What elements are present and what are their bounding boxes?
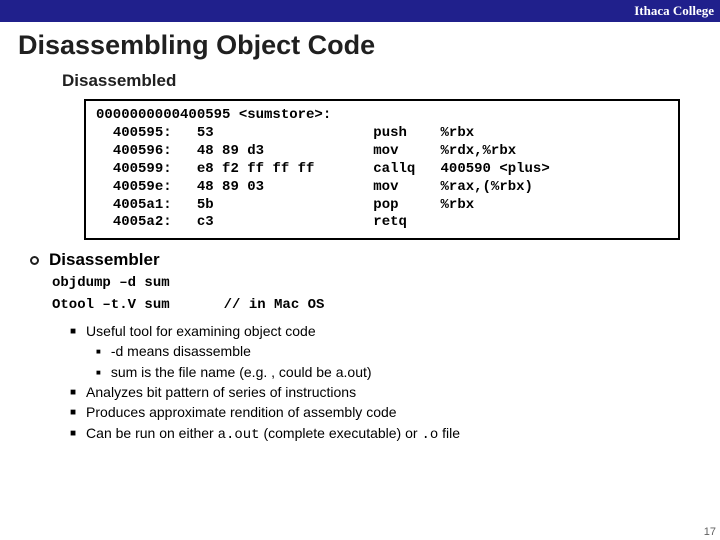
bullet-text: -d means disassemble bbox=[111, 341, 251, 361]
cmd-comment: // in Mac OS bbox=[224, 297, 325, 313]
bullet-item: ■ Useful tool for examining object code bbox=[70, 321, 720, 341]
code-args: %rbx bbox=[441, 197, 475, 213]
page-title: Disassembling Object Code bbox=[0, 22, 720, 67]
code-addr: 4005a2: bbox=[113, 214, 172, 230]
code-bytes: c3 bbox=[197, 214, 214, 230]
bullet-text: sum is the file name (e.g. , could be a.… bbox=[111, 362, 372, 382]
disassembler-section: Disassembler bbox=[0, 240, 720, 270]
cmd-otool: Otool –t.V sum bbox=[52, 297, 170, 313]
code-op: push bbox=[373, 125, 407, 141]
bullet-text-part: (complete executable) or bbox=[260, 425, 422, 441]
bullet-item: ■ Analyzes bit pattern of series of inst… bbox=[70, 382, 720, 402]
inline-code: a.out bbox=[218, 427, 260, 443]
code-args: %rdx,%rbx bbox=[441, 143, 517, 159]
code-op: mov bbox=[373, 179, 398, 195]
code-bytes: 53 bbox=[197, 125, 214, 141]
bullet-text-part: file bbox=[438, 425, 460, 441]
code-bytes: 48 89 d3 bbox=[197, 143, 264, 159]
disassembler-label: Disassembler bbox=[49, 250, 160, 270]
disassembly-code-box: 0000000000400595 <sumstore>: 400595: 53 … bbox=[84, 99, 680, 240]
bullet-text-part: Can be run on either bbox=[86, 425, 218, 441]
code-line-header: 0000000000400595 <sumstore>: bbox=[96, 107, 331, 123]
bullet-item: ■ Can be run on either a.out (complete e… bbox=[70, 423, 720, 445]
code-addr: 4005a1: bbox=[113, 197, 172, 213]
bullet-text: Useful tool for examining object code bbox=[86, 321, 316, 341]
header-bar: Ithaca College bbox=[0, 0, 720, 22]
code-addr: 40059e: bbox=[113, 179, 172, 195]
code-addr: 400599: bbox=[113, 161, 172, 177]
subtitle: Disassembled bbox=[0, 67, 720, 99]
page-number: 17 bbox=[704, 526, 716, 538]
code-op: callq bbox=[373, 161, 415, 177]
square-bullet-icon: ■ bbox=[70, 402, 76, 422]
square-bullet-icon: ■ bbox=[96, 362, 101, 382]
cmd-objdump: objdump –d sum bbox=[52, 274, 720, 293]
square-bullet-icon: ■ bbox=[70, 423, 76, 445]
bullet-list: ■ Useful tool for examining object code … bbox=[0, 315, 720, 445]
code-op: mov bbox=[373, 143, 398, 159]
code-args: 400590 <plus> bbox=[441, 161, 550, 177]
code-addr: 400596: bbox=[113, 143, 172, 159]
code-bytes: 48 89 03 bbox=[197, 179, 264, 195]
code-bytes: e8 f2 ff ff ff bbox=[197, 161, 315, 177]
code-op: pop bbox=[373, 197, 398, 213]
header-org: Ithaca College bbox=[634, 3, 714, 18]
circle-bullet-icon bbox=[30, 256, 39, 265]
code-op: retq bbox=[373, 214, 407, 230]
command-block: objdump –d sum Otool –t.V sum // in Mac O… bbox=[0, 270, 720, 315]
sub-bullet-item: ■ sum is the file name (e.g. , could be … bbox=[70, 362, 720, 382]
square-bullet-icon: ■ bbox=[70, 321, 76, 341]
code-bytes: 5b bbox=[197, 197, 214, 213]
bullet-item: ■ Produces approximate rendition of asse… bbox=[70, 402, 720, 422]
bullet-text: Analyzes bit pattern of series of instru… bbox=[86, 382, 356, 402]
square-bullet-icon: ■ bbox=[70, 382, 76, 402]
code-args: %rbx bbox=[441, 125, 475, 141]
code-addr: 400595: bbox=[113, 125, 172, 141]
square-bullet-icon: ■ bbox=[96, 341, 101, 361]
bullet-text: Produces approximate rendition of assemb… bbox=[86, 402, 397, 422]
code-args: %rax,(%rbx) bbox=[441, 179, 533, 195]
sub-bullet-item: ■ -d means disassemble bbox=[70, 341, 720, 361]
bullet-text: Can be run on either a.out (complete exe… bbox=[86, 423, 460, 445]
inline-code: .o bbox=[421, 427, 438, 443]
